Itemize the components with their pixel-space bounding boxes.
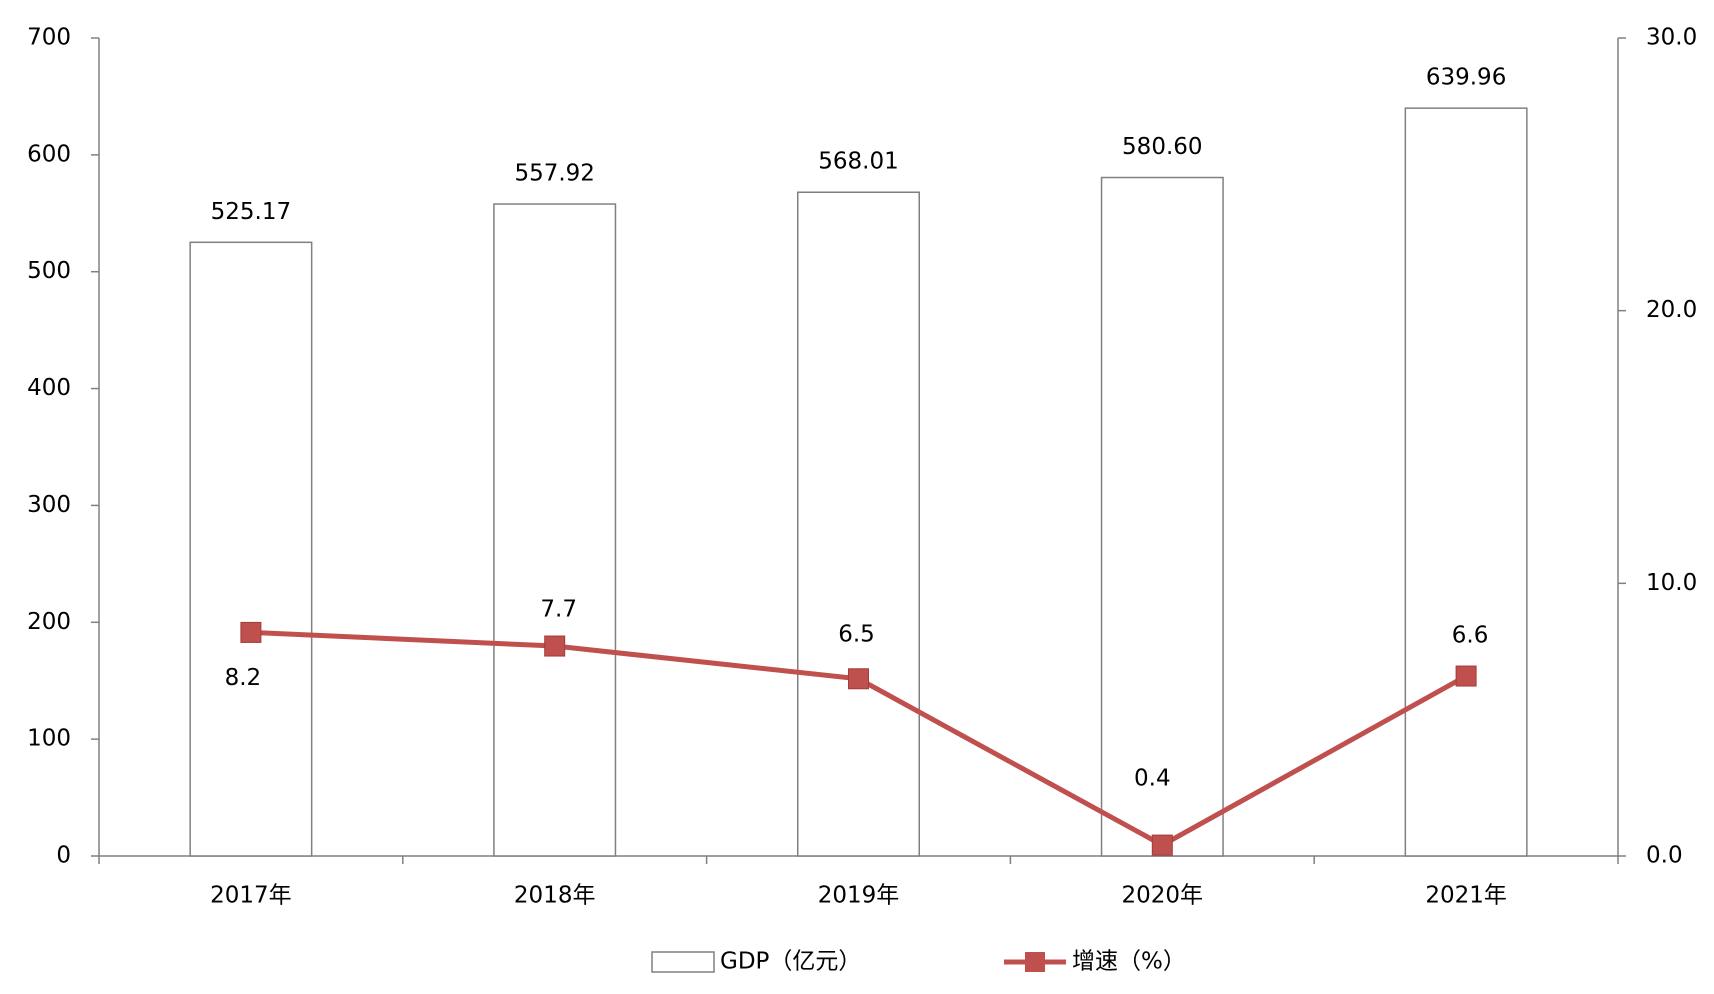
x-tick-label: 2021年 (1425, 883, 1507, 909)
legend-swatch (1025, 952, 1045, 972)
x-tick-label: 2017年 (210, 883, 292, 909)
bar (1404, 107, 1528, 857)
y-tick-label: 100 (27, 726, 71, 752)
x-tick-label: 2020年 (1122, 883, 1204, 909)
y2-tick-label: 20.0 (1646, 297, 1697, 323)
y2-tick-label: 0.0 (1646, 843, 1683, 869)
legend-label: 增速（%） (1072, 949, 1186, 975)
bar-value-label: 639.96 (1426, 65, 1506, 91)
line-marker (1151, 834, 1173, 856)
y-tick-label: 700 (27, 25, 71, 51)
y2-tick-label: 30.0 (1646, 25, 1697, 51)
line-marker (544, 635, 566, 657)
x-tick-label: 2018年 (514, 883, 596, 909)
line-value-label: 6.5 (838, 621, 875, 647)
bar (493, 203, 617, 857)
y-tick-label: 200 (27, 609, 71, 635)
y-tick-label: 600 (27, 141, 71, 167)
bar-value-label: 525.17 (211, 199, 291, 225)
y-tick-label: 0 (56, 843, 71, 869)
line-marker (1455, 665, 1477, 687)
bar (189, 241, 313, 857)
bar-value-label: 557.92 (514, 161, 594, 187)
bar-value-label: 568.01 (818, 149, 898, 175)
bar-value-label: 580.60 (1122, 134, 1202, 160)
line-marker (848, 668, 869, 690)
line-value-label: 8.2 (225, 665, 262, 691)
y-tick-label: 400 (27, 375, 71, 401)
bar (1100, 176, 1224, 857)
line-value-label: 6.6 (1452, 623, 1489, 649)
y-tick-label: 300 (27, 492, 71, 518)
y-tick-label: 500 (27, 258, 71, 284)
bar (796, 191, 921, 857)
line-value-label: 7.7 (540, 597, 577, 623)
legend-label: GDP（亿元） (720, 949, 861, 975)
x-tick-label: 2019年 (818, 883, 900, 909)
legend-swatch (651, 951, 715, 973)
line-value-label: 0.4 (1134, 766, 1171, 792)
line-marker (240, 621, 262, 643)
y2-tick-label: 10.0 (1646, 570, 1697, 596)
